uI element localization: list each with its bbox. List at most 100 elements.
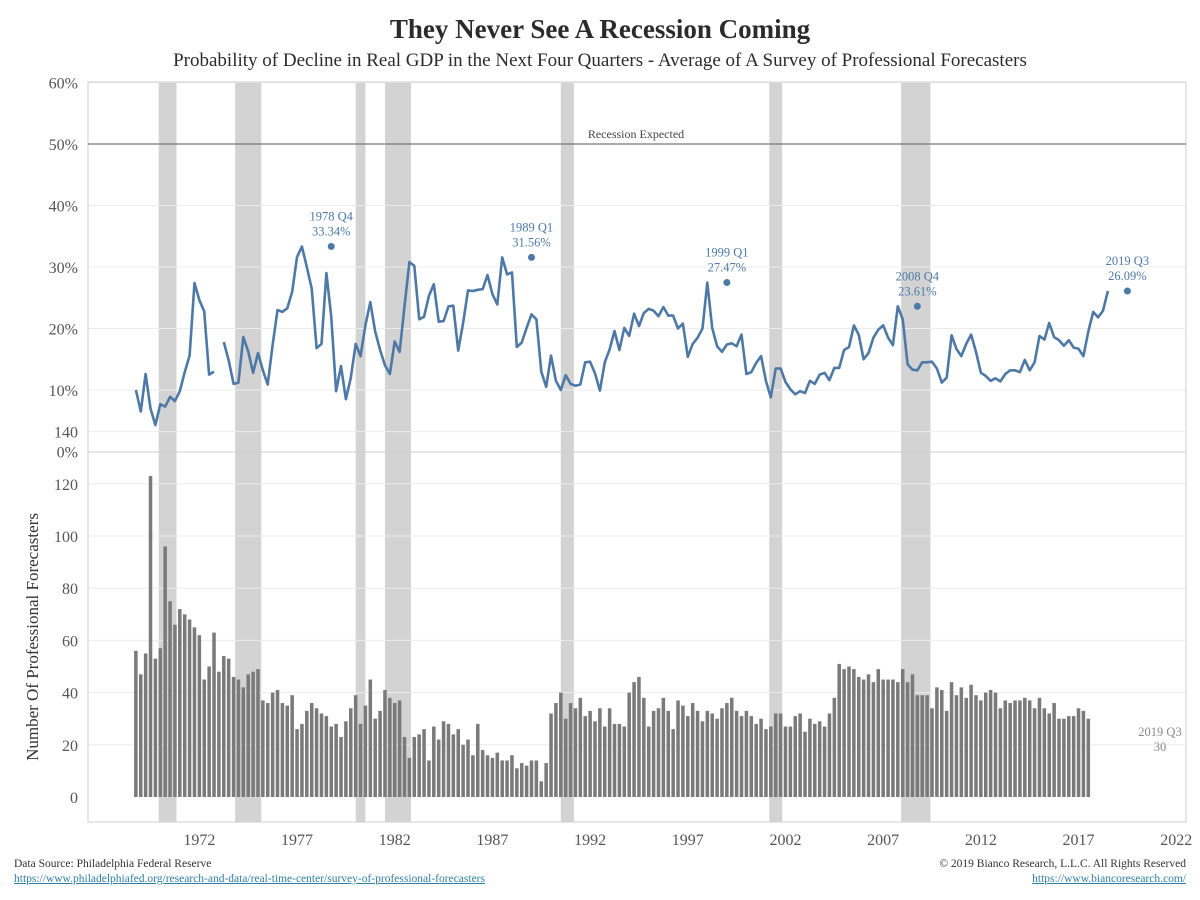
forecaster-bar xyxy=(891,679,895,797)
forecaster-bar xyxy=(158,648,163,797)
forecaster-bars xyxy=(88,475,1186,823)
forecaster-bar xyxy=(710,713,714,797)
forecaster-bar xyxy=(954,695,959,797)
forecaster-bar xyxy=(778,713,783,797)
forecaster-bar xyxy=(368,679,373,797)
forecaster-bar xyxy=(607,708,612,797)
bottom-y-tick-label: 40 xyxy=(62,686,78,703)
forecaster-bar xyxy=(1076,708,1081,797)
forecaster-bar xyxy=(529,760,534,797)
forecaster-bar xyxy=(363,705,368,797)
forecaster-bar xyxy=(729,697,734,797)
forecaster-bar xyxy=(476,723,480,797)
forecaster-bar xyxy=(847,666,851,797)
forecaster-bar xyxy=(969,684,973,797)
forecaster-bar xyxy=(153,658,158,797)
forecaster-bar xyxy=(515,768,519,797)
forecaster-bar xyxy=(436,739,441,797)
forecaster-bar xyxy=(964,697,968,797)
forecaster-bar xyxy=(974,695,978,797)
x-tick-label: 1997 xyxy=(672,832,704,849)
forecaster-bar xyxy=(627,692,631,797)
forecaster-bar xyxy=(876,669,881,797)
forecaster-bar xyxy=(646,726,651,797)
axes: 0% 10% 20% 30% 40% 50% 60% 0 20 40 60 80 100 120 140 19… xyxy=(49,76,1193,850)
forecaster-bar xyxy=(549,713,553,797)
forecaster-bar xyxy=(231,676,236,797)
forecaster-bar xyxy=(427,760,431,797)
forecaster-bar xyxy=(446,723,451,797)
forecaster-bar xyxy=(583,716,587,797)
forecaster-bar xyxy=(1013,700,1017,797)
annotation-quarter: 1978 Q4 xyxy=(310,209,354,223)
forecaster-bar xyxy=(309,703,314,797)
forecaster-bar xyxy=(905,682,910,797)
forecaster-bar xyxy=(793,716,798,797)
chart-subtitle: Probability of Decline in Real GDP in th… xyxy=(173,50,1027,71)
forecaster-bar xyxy=(182,614,187,797)
forecaster-bar xyxy=(407,757,412,797)
forecaster-bar xyxy=(1003,700,1008,797)
forecaster-bar xyxy=(212,632,216,797)
annotation-marker xyxy=(723,279,731,287)
forecaster-bar xyxy=(661,697,666,797)
top-y-tick-label: 40% xyxy=(49,199,78,216)
forecaster-bar xyxy=(173,624,177,797)
forecaster-bar xyxy=(148,475,153,797)
forecaster-bar xyxy=(861,679,866,797)
forecaster-bar xyxy=(632,682,636,797)
probability-line xyxy=(134,245,1110,427)
data-source-link-wrap: https://www.philadelphiafed.org/research… xyxy=(14,873,485,885)
forecaster-bar xyxy=(930,708,934,797)
forecaster-bar xyxy=(451,734,456,797)
forecaster-bar xyxy=(754,723,758,797)
forecaster-bar xyxy=(940,689,944,797)
x-tick-label: 1982 xyxy=(379,832,411,849)
forecaster-bar xyxy=(837,663,841,797)
bottom-y-tick-label: 120 xyxy=(54,477,78,494)
annotation-marker xyxy=(913,302,921,310)
forecaster-bar xyxy=(617,723,622,797)
forecaster-bar xyxy=(456,729,460,797)
bar-annotation-quarter: 2019 Q3 xyxy=(1138,725,1181,739)
forecaster-bar xyxy=(563,718,568,797)
threshold-label: Recession Expected xyxy=(588,127,684,141)
forecaster-bar xyxy=(471,755,475,797)
forecaster-bar xyxy=(505,760,509,797)
forecaster-bar xyxy=(896,682,900,797)
forecaster-bar xyxy=(593,721,597,797)
annotation-marker xyxy=(1123,287,1131,295)
forecaster-bar xyxy=(319,713,324,797)
forecaster-bar xyxy=(808,718,812,797)
x-tick-label: 2017 xyxy=(1063,832,1095,849)
forecaster-bar xyxy=(490,757,495,797)
forecaster-bar xyxy=(138,674,143,797)
forecaster-bar xyxy=(500,760,504,797)
forecaster-bar xyxy=(519,763,524,797)
forecaster-bar xyxy=(651,710,656,797)
forecaster-bar xyxy=(720,708,724,797)
forecaster-bar xyxy=(671,729,675,797)
forecaster-bar xyxy=(588,710,592,797)
forecaster-bar xyxy=(1023,697,1027,797)
forecaster-bar xyxy=(534,760,539,797)
forecaster-bar xyxy=(432,726,436,797)
site-link[interactable]: https://www.biancoresearch.com/ xyxy=(1032,873,1186,885)
forecaster-bar xyxy=(1081,710,1086,797)
forecaster-bar xyxy=(510,755,514,797)
forecaster-bar xyxy=(388,697,392,797)
forecaster-bar xyxy=(700,721,705,797)
data-source-link[interactable]: https://www.philadelphiafed.org/research… xyxy=(14,873,485,885)
data-source-label: Data Source: Philadelphia Federal Reserv… xyxy=(14,858,212,870)
forecaster-bar xyxy=(959,687,964,797)
forecaster-bar xyxy=(187,619,192,797)
forecaster-bar xyxy=(695,710,700,797)
forecaster-bar xyxy=(314,708,319,797)
annotation-quarter: 1999 Q1 xyxy=(705,246,748,260)
forecaster-bar xyxy=(852,669,856,797)
x-tick-label: 2002 xyxy=(769,832,801,849)
forecaster-bar xyxy=(686,716,690,797)
forecaster-bar xyxy=(1047,713,1051,797)
forecaster-bar xyxy=(241,687,246,797)
